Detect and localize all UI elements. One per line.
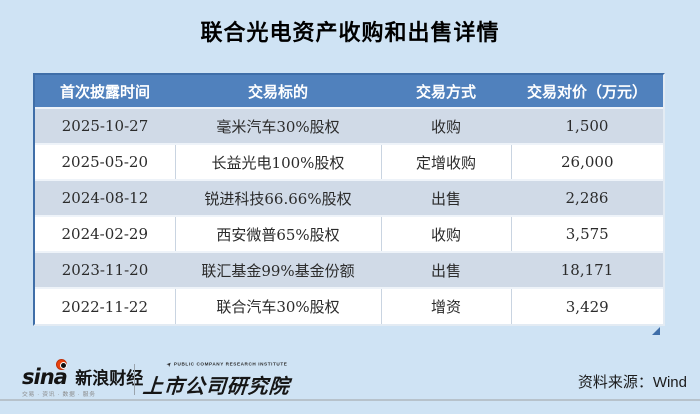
table-cell: 2,286 [511, 180, 663, 217]
page-title: 联合光电资产收购和出售详情 [200, 20, 500, 45]
table-cell: 联合汽车30%股权 [174, 288, 381, 324]
table-cell: 3,575 [510, 216, 663, 253]
table-cell: 定增收购 [380, 144, 511, 181]
footer-vertical-divider [134, 364, 135, 395]
table-row: 2025-10-27 毫米汽车30%股权 收购 1,500 [35, 108, 663, 145]
rocket-arrow-icon: ➤ [165, 360, 174, 368]
sina-eye-icon [56, 359, 67, 370]
table-cell: 西安微普65%股权 [174, 216, 381, 253]
table-row: 2025-05-20 长益光电100%股权 定增收购 26,000 [35, 144, 663, 181]
table-cell: 增资 [380, 288, 511, 324]
table-cell: 毫米汽车30%股权 [175, 108, 381, 145]
sina-brand-text: 新浪财经 [75, 369, 144, 388]
sina-logo-row: sina 新浪财经 [22, 359, 144, 389]
table-cell: 出售 [381, 252, 511, 289]
table-cell: 收购 [381, 108, 511, 145]
table-cell: 2024-02-29 [35, 216, 175, 253]
table-cell: 2025-05-20 [35, 144, 175, 181]
footer-divider [0, 399, 700, 401]
column-header: 交易标的 [175, 75, 381, 109]
table-header-row: 首次披露时间 交易标的 交易方式 交易对价（万元） [35, 75, 663, 109]
institute-english-label: PUBLIC COMPANY RESEARCH INSTITUTE [173, 361, 288, 367]
table-row: 2022-11-22 联合汽车30%股权 增资 3,429 [35, 288, 663, 324]
acquisitions-table: 首次披露时间 交易标的 交易方式 交易对价（万元） 2025-10-27 毫米汽车30%… [35, 75, 663, 324]
table-cell: 18,171 [511, 252, 663, 289]
institute-english-text: ➤ PUBLIC COMPANY RESEARCH INSTITUTE [165, 360, 288, 368]
table-cell: 2025-10-27 [35, 108, 175, 145]
table-resize-handle [652, 327, 660, 335]
table-cell: 26,000 [510, 144, 663, 181]
institute-chinese-text: 上市公司研究院 [142, 376, 291, 398]
table-cell: 1,500 [511, 108, 663, 145]
research-institute-logo: ➤ PUBLIC COMPANY RESEARCH INSTITUTE 上市公司… [142, 360, 375, 399]
table-cell: 联汇基金99%基金份额 [175, 252, 381, 289]
table-row: 2024-08-12 锐进科技66.66%股权 出售 2,286 [35, 180, 663, 217]
table-cell: 长益光电100%股权 [174, 144, 381, 181]
table-cell: 锐进科技66.66%股权 [175, 180, 381, 217]
table-cell: 收购 [380, 216, 511, 253]
sina-tagline: 交易 · 资讯 · 数据 · 服务 [22, 390, 96, 398]
data-source-label: 资料来源：Wind [577, 374, 687, 391]
table-row: 2023-11-20 联汇基金99%基金份额 出售 18,171 [35, 252, 663, 289]
table-row: 2024-02-29 西安微普65%股权 收购 3,575 [35, 216, 663, 253]
table-cell: 出售 [381, 180, 511, 217]
table-container: 首次披露时间 交易标的 交易方式 交易对价（万元） 2025-10-27 毫米汽车30%… [33, 73, 665, 326]
column-header: 交易方式 [381, 75, 511, 109]
column-header: 交易对价（万元） [511, 75, 663, 109]
column-header: 首次披露时间 [35, 75, 175, 109]
table-cell: 2024-08-12 [35, 180, 175, 217]
sina-finance-logo: sina 新浪财经 交易 · 资讯 · 数据 · 服务 [22, 359, 144, 401]
table-cell: 2022-11-22 [35, 288, 175, 324]
table-cell: 2023-11-20 [35, 252, 175, 289]
table-cell: 3,429 [510, 288, 663, 324]
